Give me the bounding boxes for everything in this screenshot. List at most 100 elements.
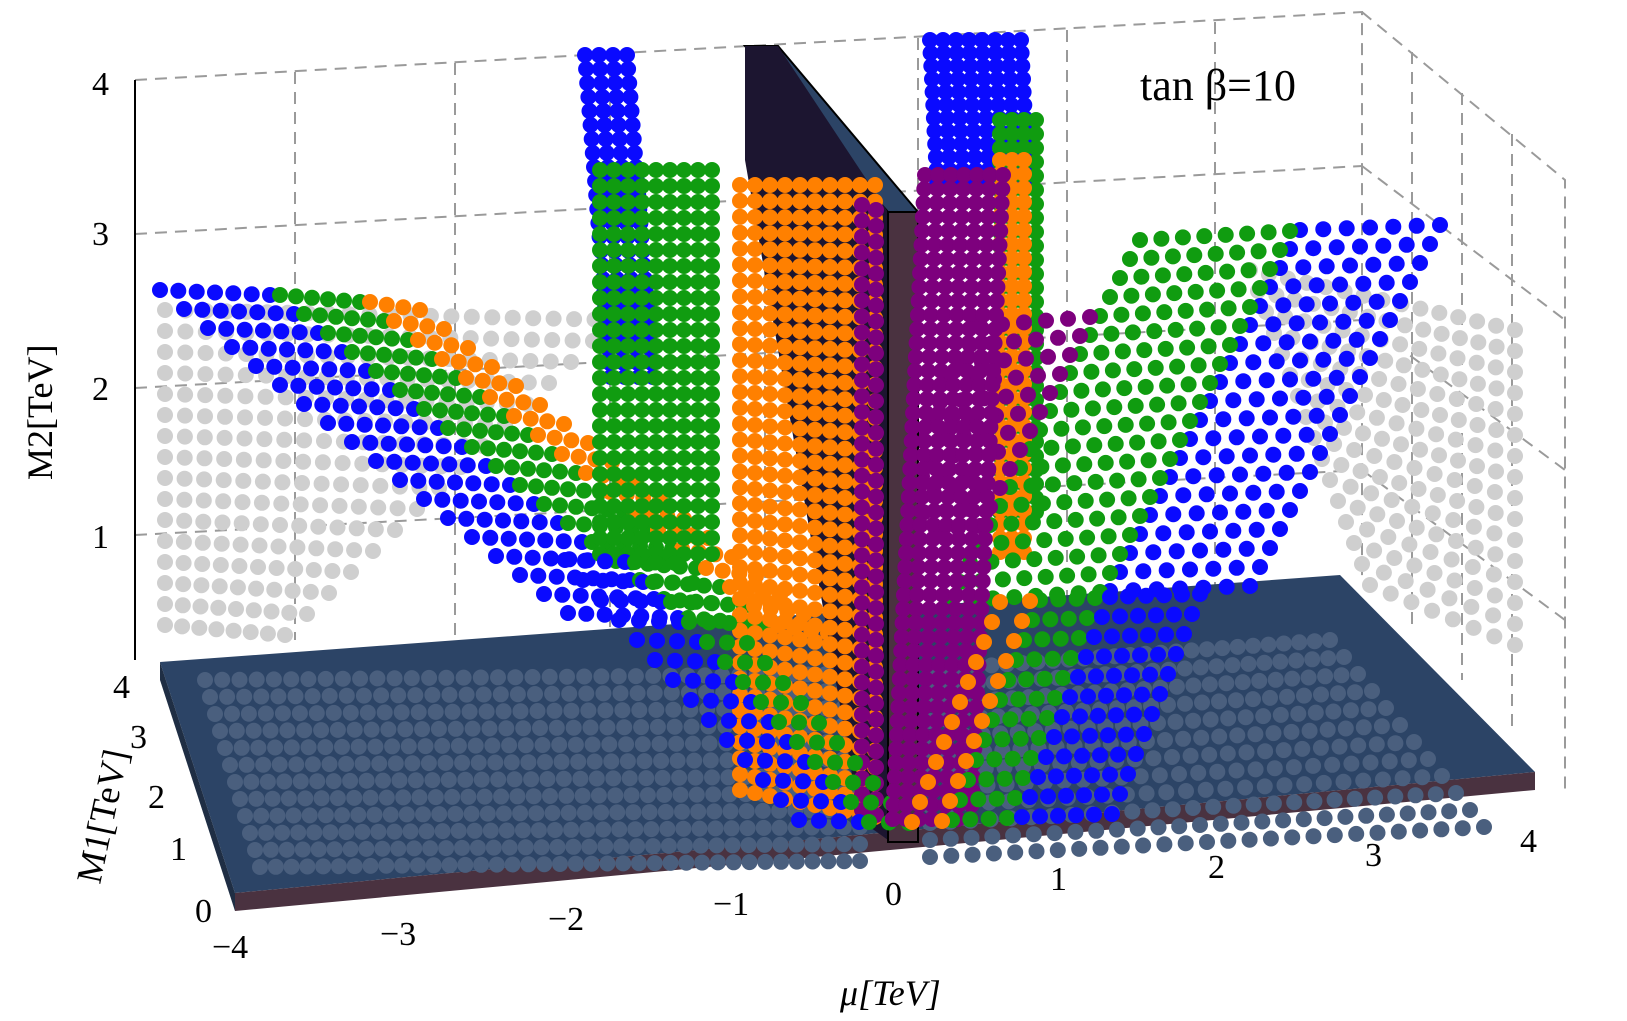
green-point: [1028, 210, 1044, 226]
floor-point: [1350, 666, 1366, 682]
gray-point: [1431, 447, 1447, 464]
orange-point: [762, 579, 778, 595]
blue-point: [1032, 808, 1048, 825]
floor-point: [1266, 760, 1283, 777]
floor-point: [338, 824, 355, 841]
purple-point: [914, 223, 931, 239]
green-point: [528, 478, 544, 495]
blue-point: [974, 45, 991, 61]
purple-point: [972, 363, 989, 379]
floor-point: [1185, 800, 1201, 816]
gray-point: [1466, 580, 1483, 596]
floor-point: [1257, 743, 1274, 760]
floor-point: [297, 790, 314, 807]
gray-point: [1368, 409, 1385, 426]
gray-point: [1468, 499, 1485, 515]
gray-point: [197, 366, 214, 383]
gray-point: [1377, 352, 1394, 369]
blue-point: [212, 302, 229, 319]
purple-point: [944, 657, 961, 673]
green-point: [634, 402, 650, 418]
green-point: [1252, 280, 1268, 296]
orange-point: [419, 318, 436, 335]
green-point: [1014, 533, 1031, 550]
gray-point: [1507, 595, 1523, 611]
floor-point: [464, 720, 481, 737]
floor-point: [501, 839, 518, 856]
blue-point: [667, 652, 683, 669]
green-point: [667, 555, 683, 571]
gray-point: [321, 585, 337, 601]
green-point: [1122, 251, 1138, 267]
front-surface-points: [557, 167, 1208, 831]
blue-point: [961, 45, 978, 61]
orange-point: [762, 257, 778, 274]
orange-point: [807, 535, 823, 552]
floor-point: [1360, 701, 1377, 718]
floor-point: [1240, 655, 1257, 672]
orange-point: [807, 633, 823, 650]
blue-point: [1150, 646, 1166, 663]
gray-point: [254, 473, 271, 490]
green-point: [592, 274, 608, 290]
floor-point: [421, 669, 438, 686]
floor-point: [609, 804, 626, 821]
floor-point: [467, 737, 484, 754]
gray-point: [1463, 598, 1480, 615]
gray-point: [564, 332, 581, 349]
green-point: [1134, 305, 1151, 322]
floor-point: [463, 805, 480, 822]
floor-point: [346, 858, 363, 875]
green-point: [360, 311, 376, 328]
floor-point: [362, 789, 379, 806]
green-point: [704, 514, 720, 530]
green-point: [662, 466, 678, 482]
floor-point: [434, 737, 451, 754]
blue-point: [1268, 483, 1285, 500]
floor-point: [804, 836, 821, 853]
floor-point: [197, 672, 213, 688]
green-point: [1079, 610, 1095, 626]
gray-point: [525, 310, 542, 327]
floor-point: [407, 687, 424, 704]
floor-point: [350, 738, 367, 755]
purple-point: [947, 335, 964, 351]
orange-point: [837, 473, 853, 490]
floor-point: [326, 841, 343, 858]
floor-point: [1285, 759, 1302, 776]
floor-point: [1433, 821, 1450, 838]
green-point: [592, 242, 608, 258]
purple-point: [914, 475, 931, 491]
purple-point: [924, 531, 941, 547]
blue-point: [1098, 687, 1114, 704]
purple-point: [920, 363, 937, 379]
green-point: [648, 322, 664, 338]
floor-point: [338, 755, 355, 772]
gray-point: [177, 407, 193, 424]
floor-point: [597, 702, 614, 719]
gray-point: [297, 411, 313, 428]
green-point: [662, 322, 678, 338]
floor-point: [461, 703, 478, 720]
orange-point: [732, 224, 748, 241]
green-point: [676, 322, 692, 338]
blue-point: [1185, 468, 1202, 485]
green-point: [807, 754, 823, 770]
gray-point: [1486, 628, 1503, 645]
floor-point: [1300, 669, 1317, 686]
floor-point: [283, 858, 300, 875]
blue-point: [452, 492, 469, 509]
green-point: [592, 162, 608, 178]
green-point: [1071, 630, 1087, 646]
gray-point: [1424, 602, 1441, 619]
floor-point: [447, 805, 464, 822]
blue-point: [332, 397, 349, 414]
blue-point: [1062, 689, 1078, 705]
floor-point: [265, 671, 282, 688]
gray-point: [157, 533, 173, 549]
purple-point: [854, 531, 870, 548]
floor-point: [1336, 649, 1352, 665]
green-point: [662, 210, 678, 226]
gray-point: [1391, 475, 1408, 491]
purple-point: [893, 643, 910, 659]
